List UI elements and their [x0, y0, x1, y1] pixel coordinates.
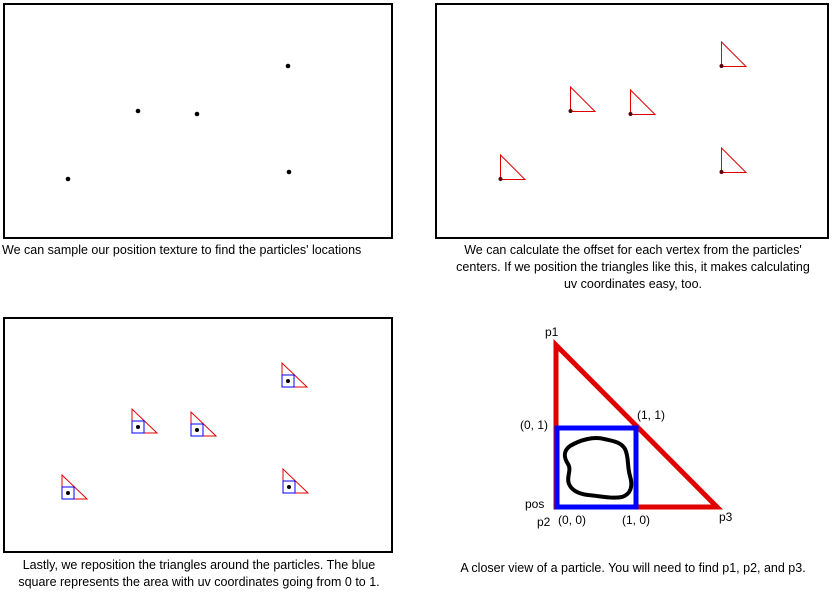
uv-square — [190, 423, 204, 437]
particle-detail-diagram: p1 (0, 1) (1, 1) pos p2 (0, 0) (1, 0) p3 — [500, 318, 790, 545]
particle-dot — [285, 63, 291, 69]
label-uv-0-0: (0, 0) — [558, 513, 586, 527]
label-uv-1-1: (1, 1) — [637, 408, 665, 422]
particle-dot — [65, 176, 71, 182]
particle-dot — [66, 491, 70, 495]
particle-outline — [562, 435, 634, 500]
uv-square — [61, 486, 75, 500]
particle-dot — [287, 485, 291, 489]
particle-triangle — [721, 40, 748, 67]
label-p3: p3 — [719, 510, 733, 524]
label-pos: pos — [525, 497, 544, 511]
particle-detail-canvas: p1 (0, 1) (1, 1) pos p2 (0, 0) (1, 0) p3 — [520, 325, 733, 529]
triangle-vertex-dot — [719, 64, 724, 68]
caption-line: centers. If we position the triangles li… — [456, 260, 810, 274]
triangle-vertex-dot — [568, 109, 573, 113]
uv-square — [131, 420, 145, 434]
caption-line: A closer view of a particle. You will ne… — [460, 561, 806, 575]
label-p2: p2 — [537, 515, 551, 529]
panel-reposition-canvas — [61, 361, 310, 500]
caption-line: Lastly, we reposition the triangles arou… — [22, 558, 376, 572]
particle-dot — [136, 425, 140, 429]
particle-dot — [286, 379, 290, 383]
panel-reposition — [3, 317, 393, 553]
label-uv-0-1: (0, 1) — [520, 418, 548, 432]
particle-dot — [195, 428, 199, 432]
particle-triangle — [500, 153, 527, 180]
label-uv-1-0: (1, 0) — [622, 513, 650, 527]
caption-line: square represents the area with uv coord… — [18, 575, 380, 589]
caption-sample: We can sample our position texture to fi… — [2, 242, 392, 259]
uv-square — [281, 374, 295, 388]
detail-uv-square — [554, 425, 639, 510]
particle-triangle — [630, 88, 657, 115]
label-p1: p1 — [545, 325, 559, 339]
caption-line: We can sample our position texture to fi… — [2, 243, 362, 257]
caption-offset: We can calculate the offset for each ver… — [436, 242, 830, 293]
triangle-vertex-dot — [498, 177, 503, 181]
particle-dot — [194, 111, 200, 117]
panel-offset-canvas — [498, 40, 748, 181]
particle-triangle — [721, 146, 748, 173]
panel-offset — [435, 3, 829, 239]
caption-detail: A closer view of a particle. You will ne… — [436, 560, 830, 577]
caption-line: uv coordinates easy, too. — [563, 277, 703, 291]
particle-triangle — [570, 85, 597, 112]
triangle-vertex-dot — [719, 170, 724, 174]
uv-square — [282, 480, 296, 494]
panel-sample — [3, 3, 393, 239]
caption-line: We can calculate the offset for each ver… — [464, 243, 802, 257]
panel-sample-canvas — [65, 63, 292, 182]
particle-dot — [135, 108, 141, 114]
particle-dot — [286, 169, 292, 175]
caption-reposition: Lastly, we reposition the triangles arou… — [2, 557, 396, 591]
triangle-vertex-dot — [628, 112, 633, 116]
